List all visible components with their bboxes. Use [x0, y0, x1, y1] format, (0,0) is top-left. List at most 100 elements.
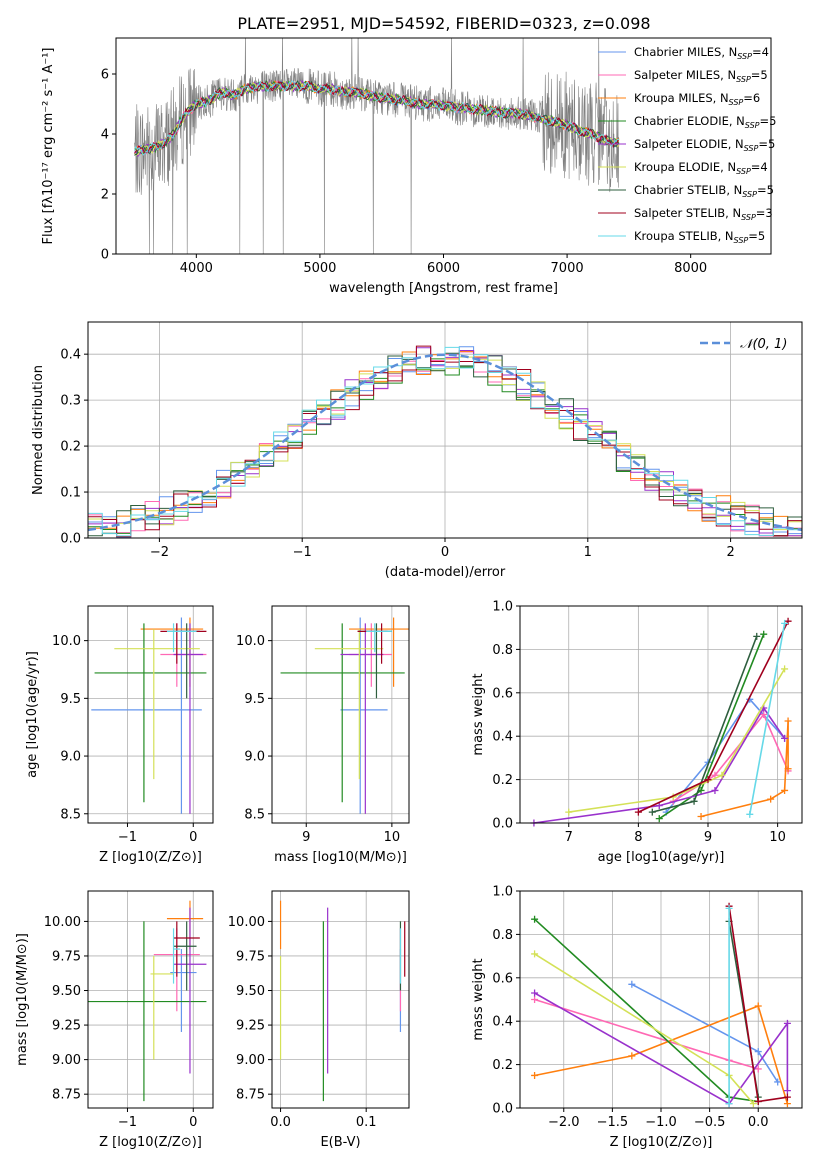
- y-tick-label: 9.5: [60, 692, 81, 707]
- mass-weight-marker: [746, 810, 754, 818]
- legend-count: =5: [758, 137, 775, 151]
- x-tick-label: 5000: [303, 261, 336, 276]
- legend-label: Chabrier STELIB, N: [634, 183, 742, 197]
- legend-subscript: SSP: [736, 75, 751, 84]
- y-tick-label: 9.25: [236, 1019, 265, 1034]
- y-tick-label: 0.0: [60, 532, 81, 547]
- mass-weight-marker: [725, 904, 733, 912]
- y-tick-label: 9.00: [236, 1053, 265, 1068]
- legend-subscript: SSP: [745, 121, 760, 130]
- data-layer: [88, 38, 802, 1108]
- x-tick-label: 0: [189, 830, 197, 845]
- legend-subscript: SSP: [741, 213, 756, 222]
- y-tick-label: 9.5: [244, 692, 265, 707]
- x-axis-label: Z [log10(Z/Z⊙)]: [610, 1135, 713, 1150]
- mass-weight-marker: [628, 980, 636, 988]
- mass-weight-marker: [531, 996, 539, 1003]
- mass-weight-marker: [781, 619, 789, 627]
- x-axis-label: Z [log10(Z/Z⊙)]: [99, 850, 202, 865]
- legend-subscript: SSP: [729, 98, 744, 107]
- mass-weight-line: [534, 1004, 789, 1104]
- x-tick-label: −1: [118, 1115, 137, 1130]
- legend-label: Salpeter STELIB, N: [634, 206, 741, 220]
- x-tick-label: 0: [189, 1115, 197, 1130]
- axes-frame-mass_vs_Z: [87, 890, 214, 1109]
- mass-weight-marker: [760, 711, 768, 718]
- mass-weight-marker: [531, 950, 539, 958]
- y-tick-label: 2: [101, 188, 109, 203]
- x-tick-label: 9: [704, 830, 712, 845]
- x-axis-label: Z [log10(Z/Z⊙)]: [99, 1135, 202, 1150]
- mass-weight-marker: [531, 1071, 539, 1079]
- legend-entry: Kroupa ELODIE, NSSP=4: [634, 160, 768, 176]
- y-tick-label: 0.2: [60, 440, 81, 455]
- mass-weight-marker: [531, 989, 539, 997]
- y-tick-label: 4: [101, 128, 109, 143]
- y-tick-label: 9.0: [60, 750, 81, 765]
- y-axis-label: age [log10(age/yr)]: [25, 651, 40, 778]
- legend-entry: Salpeter MILES, NSSP=5: [634, 68, 768, 84]
- y-tick-label: 0.2: [492, 773, 513, 788]
- legend-label: Salpeter ELODIE, N: [634, 137, 744, 151]
- legend-count: =5: [748, 229, 765, 243]
- x-tick-label: −0.5: [694, 1115, 726, 1130]
- y-tick-label: 1.0: [492, 600, 513, 615]
- legend-subscript: SSP: [742, 190, 757, 199]
- mass-weight-marker: [531, 915, 539, 923]
- legend-subscript: SSP: [736, 167, 751, 176]
- x-axis-label: (data-model)/error: [385, 565, 506, 580]
- legend-label: Chabrier ELODIE, N: [634, 114, 745, 128]
- y-tick-label: 9.75: [52, 949, 81, 964]
- x-axis-label: mass [log10(M/M⊙)]: [274, 850, 407, 865]
- axes-frames: [84, 37, 803, 1112]
- x-tick-label: −2: [150, 545, 169, 560]
- x-tick-label: 9: [302, 830, 310, 845]
- mass-weight-line: [534, 992, 789, 1105]
- mass-weight-marker: [725, 1100, 733, 1108]
- x-tick-label: 10: [769, 830, 786, 845]
- y-tick-label: 1.0: [492, 885, 513, 900]
- mass-weight-marker: [774, 1078, 782, 1086]
- legend-entry: Kroupa MILES, NSSP=6: [634, 91, 760, 107]
- legend-subscript: SSP: [737, 52, 752, 61]
- legend-count: =4: [751, 160, 768, 174]
- y-axis-label: mass weight: [471, 958, 486, 1040]
- x-tick-label: 7000: [551, 261, 584, 276]
- grid-layer: [88, 322, 802, 1109]
- y-tick-label: 0: [101, 248, 109, 263]
- legend-count: =5: [760, 114, 777, 128]
- y-tick-label: 10.0: [236, 634, 265, 649]
- y-tick-label: 0.6: [492, 686, 513, 701]
- mass-weight-marker: [754, 1065, 762, 1073]
- legend-entry: Salpeter STELIB, NSSP=3: [634, 206, 773, 222]
- mass-weight-marker: [704, 776, 712, 784]
- axes-frame-massweight_vs_age: [519, 605, 803, 824]
- model-spectrum-line: [134, 80, 620, 156]
- legend-count: =6: [743, 91, 760, 105]
- y-tick-label: 0.2: [492, 1058, 513, 1073]
- mass-weight-marker: [753, 632, 761, 640]
- x-tick-label: 1: [584, 545, 592, 560]
- mass-weight-marker: [783, 1100, 791, 1108]
- legend-entry: Kroupa STELIB, NSSP=5: [634, 229, 765, 245]
- y-axis-label: mass weight: [471, 673, 486, 755]
- mass-weight-marker: [784, 717, 792, 725]
- x-tick-label: −1.0: [645, 1115, 677, 1130]
- legend-count: =4: [752, 45, 769, 59]
- y-tick-label: 10.00: [44, 915, 81, 930]
- figure-title: PLATE=2951, MJD=54592, FIBERID=0323, z=0…: [237, 14, 650, 33]
- y-tick-label: 10.0: [52, 634, 81, 649]
- x-tick-label: 8: [634, 830, 642, 845]
- y-tick-label: 8.5: [60, 807, 81, 822]
- y-tick-label: 0.6: [492, 971, 513, 986]
- x-tick-label: 2: [726, 545, 734, 560]
- mass-weight-marker: [634, 808, 642, 816]
- y-tick-label: 9.50: [52, 984, 81, 999]
- y-tick-label: 0.8: [492, 643, 513, 658]
- mass-weight-line: [652, 636, 758, 813]
- mass-weight-marker: [754, 1097, 762, 1105]
- mass-weight-marker: [767, 795, 775, 803]
- legend-subscript: SSP: [744, 144, 759, 153]
- legend-label: Kroupa MILES, N: [634, 91, 729, 105]
